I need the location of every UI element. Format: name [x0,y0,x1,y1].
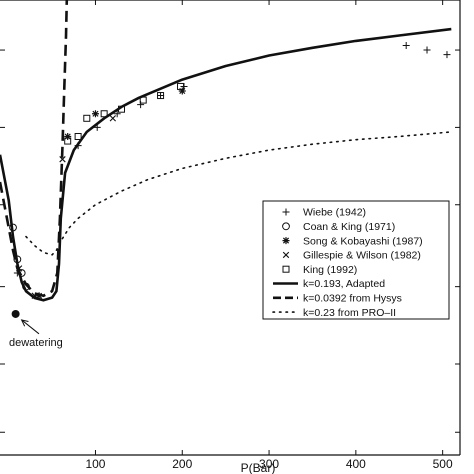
point-king-1992-5 [139,96,147,104]
legend-label-gillespie-wilson-1982: Gillespie & Wilson (1982) [303,250,421,262]
point-gillespie-wilson-1982-1 [31,292,38,299]
point-wiebe-1942-2 [93,123,101,131]
point-coan-king-1971-0 [9,223,17,232]
legend-marker-wiebe-1942 [282,208,290,216]
point-wiebe-1942-9 [443,51,451,59]
x-tick-label-100: 100 [85,457,105,471]
legend-label-k-0-23-from-pro-ii: k=0.23 from PRO–II [303,307,396,319]
point-coan-king-1971-3 [22,282,30,291]
point-wiebe-1942-5 [157,92,165,100]
series-line-k-0-193-adapted [0,27,452,302]
point-king-1992-1 [74,133,82,140]
annotation-dewatering: dewatering [9,309,63,349]
point-king-1992-4 [118,105,126,113]
dewatering-arrow [21,319,40,335]
legend-label-song-kobayashi-1987: Song & Kobayashi (1987) [303,235,423,247]
point-king-1992-0 [64,137,72,145]
point-coan-king-1971-2 [17,269,26,277]
plot-frame [0,0,461,456]
series-points-king-1992 [64,82,185,145]
point-gillespie-wilson-1982-2 [59,156,66,163]
point-wiebe-1942-7 [402,42,410,49]
marker-layer [9,42,451,300]
legend-label-k-0-193-adapted: k=0.193, Adapted [303,278,385,290]
legend: Wiebe (1942) Coan & King (1971) Song & Kob… [262,200,450,320]
x-tick-label-300: 300 [259,457,279,471]
point-wiebe-1942-8 [423,46,431,54]
legend-label-wiebe-1942: Wiebe (1942) [303,207,366,219]
dewatering-point [11,309,20,318]
x-ticks: 100 200 300 400 500 [85,0,453,471]
legend-marker-king-1992 [282,265,290,273]
point-song-kobayashi-1987-3 [178,87,186,95]
y-ticks [0,49,460,433]
point-king-1992-3 [100,110,108,118]
point-coan-king-1971-1 [13,255,22,264]
point-king-1992-7 [177,82,185,90]
legend-box [262,200,450,320]
point-wiebe-1942-1 [74,142,82,150]
legend-label-coan-king-1971: Coan & King (1971) [303,221,395,233]
point-wiebe-1942-3 [113,110,121,118]
point-gillespie-wilson-1982-3 [109,115,117,122]
series-layer [0,0,453,302]
series-points-gillespie-wilson-1982 [15,115,117,299]
legend-label-king-1992: King (1992) [303,264,357,276]
legend-marker-coan-king-1971 [282,222,290,231]
point-song-kobayashi-1987-1 [64,133,72,140]
x-axis-label: P(Bar) [241,461,276,474]
series-points-song-kobayashi-1987 [35,87,186,300]
x-tick-label-200: 200 [172,457,192,471]
x-tick-label-400: 400 [346,457,366,471]
dewatering-arrowhead [20,319,29,327]
point-song-kobayashi-1987-0 [35,292,43,300]
series-points-coan-king-1971 [9,223,30,291]
point-gillespie-wilson-1982-0 [15,265,23,272]
point-king-1992-6 [157,92,165,100]
series-line-k-0-0392-from-hysys [0,0,69,298]
legend-label-k-0-0392-from-hysys: k=0.0392 from Hysys [303,293,402,305]
point-king-1992-2 [83,114,91,122]
series-points-wiebe-1942 [13,42,451,277]
legend-items: Wiebe (1942) Coan & King (1971) Song & Kob… [272,207,423,319]
legend-marker-gillespie-wilson-1982 [282,251,290,259]
dewatering-label: dewatering [9,337,63,349]
point-song-kobayashi-1987-2 [91,110,99,118]
legend-marker-song-kobayashi-1987 [282,237,290,245]
x-tick-label-500: 500 [433,457,453,471]
